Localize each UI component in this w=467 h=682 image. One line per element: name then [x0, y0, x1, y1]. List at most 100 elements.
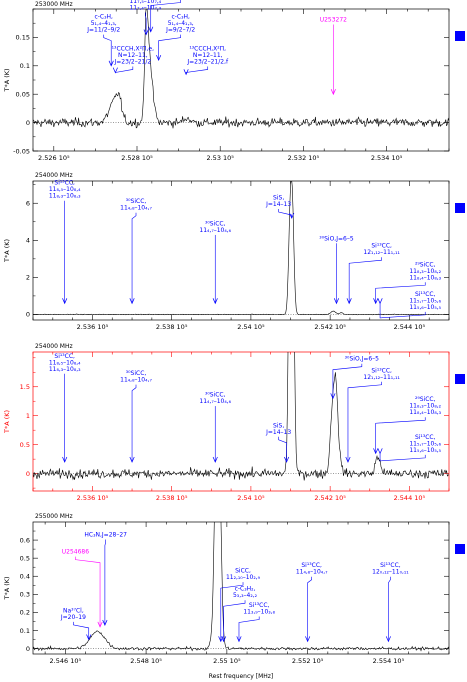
annotation-text: Na³⁷Cl, [63, 607, 84, 614]
annotation-arrowhead [385, 636, 391, 643]
annotation-text: 5₁,₄–4₁,₃, [168, 20, 194, 27]
annotation-text: 12₁,₁₂–11₁,₁₁ [363, 249, 400, 256]
line-annotation: SiS,v=1,J=14–13 [148, 0, 181, 33]
y-axis-label: T*A (K) [3, 68, 11, 92]
annotation-leader [379, 453, 426, 462]
line-annotation: U254686 [62, 549, 103, 628]
annotation-leader [223, 600, 246, 642]
annotation-leader [103, 34, 112, 66]
annotation-leader [73, 621, 90, 640]
annotation-text: ³⁰SiCC, [126, 370, 147, 377]
annotation-text: 12₀,₁₂–11₀,₁₁ [372, 569, 409, 576]
annotation-text: J=11/2–9/2 [86, 27, 120, 34]
line-annotation: SiS,J=14–13 [265, 195, 295, 219]
y-tick-label: 0 [26, 311, 30, 319]
panel-marker-square [455, 203, 465, 213]
annotation-arrowhead [129, 298, 135, 305]
annotation-leader [158, 34, 181, 61]
annotation-text: ¹³CCCH,X²Π,e, [112, 45, 154, 52]
annotation-arrowhead [212, 298, 218, 305]
spectrum-trace [33, 352, 449, 481]
y-tick-label: 0 [26, 645, 30, 653]
line-annotation: ³⁰SiO,J=6–5 [330, 356, 380, 400]
x-tick-label: 2.53 10⁵ [206, 154, 234, 162]
spectrum-panel-4: 255000 MHz 2.546 10⁵ 2.548 10⁵ 2.55 10⁵ 2.55… [3, 513, 465, 665]
annotation-text: 11₇,₅–10₇,₄ [129, 0, 161, 5]
annotation-arrowhead [62, 456, 68, 463]
y-tick-label: -0.05 [13, 147, 30, 155]
annotation-text: 11₈,₄–10₈,₃ [409, 274, 441, 281]
annotation-text: 11₈,₅–10₈,₄ [49, 186, 81, 193]
annotation-text: 12₁,₁₂–11₁,₁₁ [363, 374, 400, 381]
annotation-text: U254686 [62, 549, 89, 556]
y-tick-label: 0.05 [16, 91, 30, 99]
line-annotation: Si¹³CC,12₁,₁₂–11₁,₁₁ [345, 367, 401, 463]
line-annotation: Si¹³CC,12₁,₁₂–11₁,₁₁ [346, 243, 401, 305]
annotation-arrowhead [236, 636, 242, 643]
annotation-text: U253272 [320, 16, 347, 23]
annotation-arrowhead [373, 448, 379, 455]
x-tick-label: 2.532 10⁵ [288, 154, 320, 162]
line-annotation: Si¹³CC,12₀,₁₂–11₀,₁₁ [372, 562, 409, 643]
x-tick-label: 2.538 10⁵ [156, 323, 188, 331]
annotation-text: 11₅,₆–10₅,₅ [409, 304, 441, 311]
spectrum-panel-3: 254000 MHz 2.536 10⁵ 2.538 10⁵ 2.54 10⁵ 2.54… [3, 343, 465, 502]
annotation-text: Si¹³CC, [415, 434, 436, 441]
annotation-arrowhead [377, 298, 383, 305]
y-tick-label: 0.6 [20, 536, 30, 544]
line-annotation: ³⁰SiCC,11₄,₈–10₄,₇ [120, 198, 152, 305]
annotation-text: 11₄,₇–10₄,₆ [199, 398, 231, 405]
annotation-text: 11₈,₃–10₈,₃ [49, 193, 81, 200]
x-tick-label: 2.552 10⁵ [292, 657, 324, 665]
annotation-text: 11₇,₄–10₇,₃ [129, 5, 161, 12]
annotation-text: J=9/2–7/2 [165, 27, 195, 34]
annotation-leader [104, 539, 106, 626]
x-tick-label: 2.54 10⁵ [237, 494, 265, 502]
panel-title: 254000 MHz [35, 343, 73, 350]
annotation-text: 11₅,₆–10₅,₅ [409, 447, 441, 454]
plot-frame [32, 180, 450, 321]
x-tick-label: 2.544 10⁵ [394, 494, 426, 502]
annotation-text: c-C₃H, [94, 14, 113, 21]
annotation-text: SiCC, [235, 568, 251, 575]
spectrum-trace [33, 9, 449, 129]
annotation-text: 5₃,₃–4₂,₂ [233, 592, 258, 599]
annotation-text: 11₄,₈–10₄,₇ [120, 377, 152, 384]
y-tick-label: 0.2 [20, 609, 30, 617]
panel-marker-square [455, 31, 465, 41]
line-annotation: SiS,J=14–13 [265, 422, 291, 463]
annotation-text: 11₅,₇–10₅,₆ [409, 440, 441, 447]
annotation-arrowhead [112, 67, 118, 74]
annotation-arrowhead [221, 636, 227, 643]
annotation-arrowhead [212, 456, 218, 463]
line-annotation: c-C₃H₂,5₃,₃–4₂,₂ [221, 586, 258, 643]
annotation-arrowhead [345, 456, 351, 463]
annotation-arrowhead [183, 69, 189, 76]
annotation-leader [375, 417, 426, 454]
annotation-leader [379, 303, 426, 319]
y-tick-label: 0.5 [20, 554, 30, 562]
annotation-leader [238, 616, 260, 642]
annotation-text: 11₄,₇–10₄,₆ [199, 227, 231, 234]
annotation-text: ³⁰SiO,J=6–5 [345, 356, 380, 363]
x-tick-label: 2.538 10⁵ [156, 494, 188, 502]
panel-title: 253000 MHz [35, 1, 73, 8]
x-tick-label: 2.536 10⁵ [77, 494, 109, 502]
x-tick-label: 2.546 10⁵ [50, 657, 82, 665]
annotation-arrowhead [143, 29, 149, 36]
annotation-leader [278, 436, 287, 463]
x-tick-label: 2.526 10⁵ [38, 154, 70, 162]
annotation-text: Si¹³CC, [54, 180, 75, 187]
annotation-arrowhead [156, 54, 162, 61]
annotation-text: Si¹³CC, [54, 353, 75, 360]
annotation-arrowhead [377, 448, 383, 455]
annotation-text: ¹³CCCH,X²Π, [189, 45, 226, 52]
line-annotation: Si¹³CC,11₃,₉–10₃,₈ [236, 602, 276, 643]
